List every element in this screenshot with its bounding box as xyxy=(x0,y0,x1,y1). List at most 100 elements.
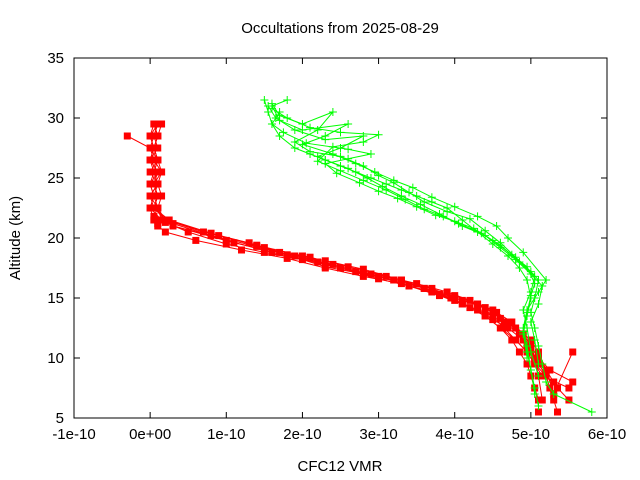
y-tick-label: 25 xyxy=(47,170,64,187)
data-point xyxy=(569,378,577,386)
data-point xyxy=(267,104,276,113)
data-point xyxy=(150,192,158,200)
data-point xyxy=(374,187,383,196)
data-point xyxy=(534,348,542,356)
data-point xyxy=(523,354,532,362)
data-point xyxy=(207,229,215,237)
series-line xyxy=(149,123,555,383)
data-point xyxy=(519,248,528,257)
data-point xyxy=(397,276,405,284)
data-point xyxy=(150,156,158,164)
data-point xyxy=(260,244,268,252)
data-point xyxy=(527,372,535,380)
y-tick-label: 20 xyxy=(47,230,64,247)
series-red-4 xyxy=(146,120,558,386)
data-point xyxy=(447,294,455,302)
data-point xyxy=(389,176,398,185)
data-point xyxy=(366,150,375,158)
data-point xyxy=(523,308,532,317)
data-point xyxy=(542,378,551,386)
series-line xyxy=(127,135,558,413)
data-point xyxy=(531,354,539,362)
data-point xyxy=(526,348,535,356)
data-point xyxy=(146,204,154,212)
data-point xyxy=(378,182,387,191)
data-point xyxy=(321,159,330,168)
data-point xyxy=(154,120,162,128)
data-point xyxy=(275,132,284,140)
data-point xyxy=(359,265,367,273)
data-point xyxy=(481,308,489,316)
data-point xyxy=(443,288,451,296)
data-point xyxy=(393,194,402,203)
data-point xyxy=(370,168,379,176)
series-line xyxy=(149,123,574,396)
x-tick-label: 2e-10 xyxy=(283,426,321,443)
data-point xyxy=(458,222,467,230)
series-red-2 xyxy=(123,132,562,416)
data-point xyxy=(154,222,162,230)
y-tick-label: 35 xyxy=(47,50,64,67)
data-point xyxy=(290,138,299,146)
data-point xyxy=(123,132,131,140)
data-point xyxy=(321,263,329,271)
plot-frame xyxy=(73,57,608,419)
series-line xyxy=(271,111,536,359)
data-point xyxy=(466,296,474,304)
data-point xyxy=(154,156,162,164)
data-point xyxy=(150,216,158,224)
data-point xyxy=(374,171,383,180)
data-point xyxy=(146,180,154,188)
data-point xyxy=(428,287,436,295)
data-point xyxy=(526,291,535,300)
data-point xyxy=(268,248,276,256)
data-point xyxy=(161,228,169,236)
data-point xyxy=(538,282,547,290)
data-point xyxy=(500,318,508,326)
data-point xyxy=(554,384,562,392)
data-point xyxy=(375,275,383,283)
data-point xyxy=(546,366,554,374)
x-tick-label: 6e-10 xyxy=(588,426,626,443)
data-point xyxy=(283,254,291,262)
data-point xyxy=(431,211,440,220)
data-point xyxy=(569,348,577,356)
data-point xyxy=(382,272,390,280)
data-point xyxy=(260,96,269,104)
data-point xyxy=(150,120,158,128)
data-point xyxy=(321,257,329,265)
data-point xyxy=(554,408,562,416)
data-point xyxy=(321,135,330,144)
data-point xyxy=(169,222,177,230)
series-line xyxy=(263,99,539,407)
data-point xyxy=(154,168,162,176)
data-point xyxy=(199,228,207,236)
data-point xyxy=(306,147,315,156)
data-point xyxy=(542,372,550,380)
data-point xyxy=(481,312,489,320)
data-point xyxy=(458,296,466,304)
series-line xyxy=(267,105,539,377)
data-point xyxy=(469,224,478,233)
data-point xyxy=(344,164,353,173)
x-tick-label: -1e-10 xyxy=(52,426,95,443)
data-point xyxy=(238,246,246,254)
data-point xyxy=(508,318,516,326)
data-point xyxy=(526,366,535,374)
x-axis-label: CFC12 VMR xyxy=(297,458,382,475)
data-point xyxy=(504,324,512,332)
data-point xyxy=(481,304,489,312)
data-point xyxy=(413,280,421,288)
data-point xyxy=(150,144,158,152)
data-point xyxy=(150,204,158,212)
data-point xyxy=(359,138,368,146)
data-point xyxy=(515,348,523,356)
data-point xyxy=(329,260,337,268)
data-point xyxy=(523,262,532,271)
data-point xyxy=(500,324,508,332)
data-point xyxy=(412,202,421,211)
x-tick-label: 5e-10 xyxy=(512,426,550,443)
data-point xyxy=(275,108,284,116)
data-point xyxy=(507,250,516,259)
